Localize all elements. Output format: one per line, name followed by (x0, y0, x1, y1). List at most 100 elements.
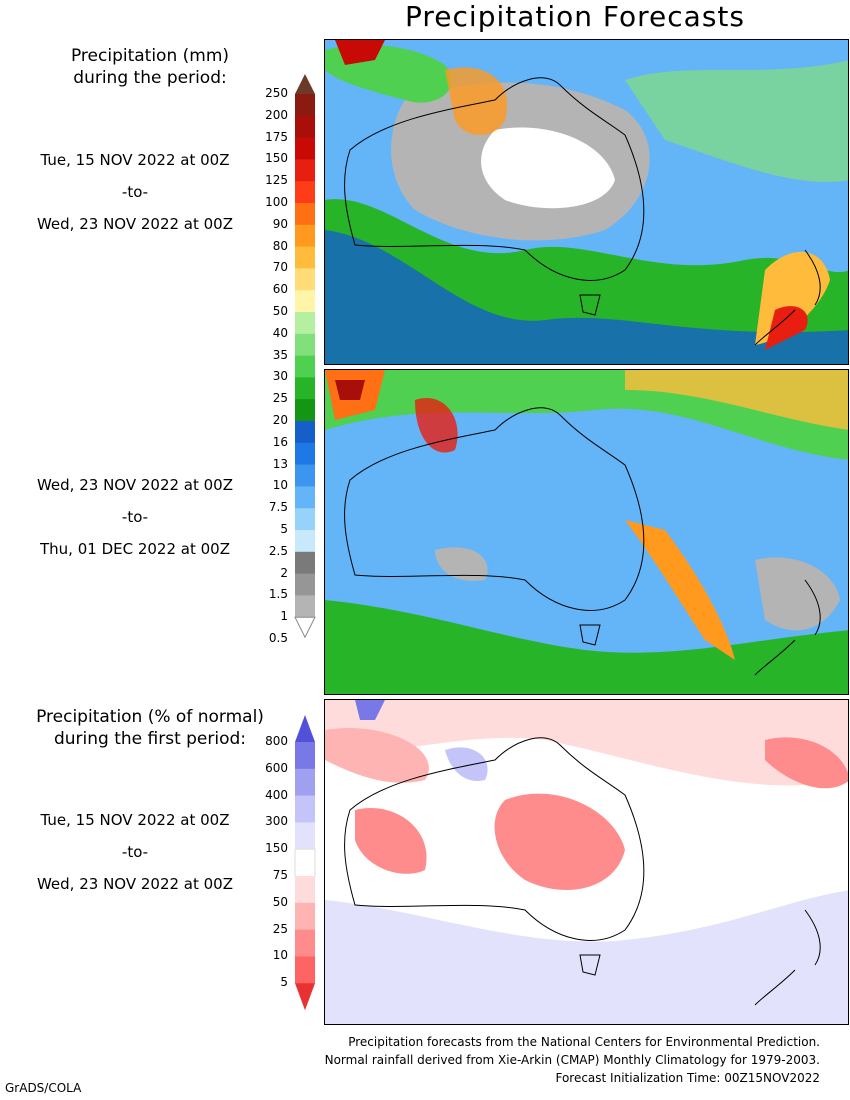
precip-colorbar-segment (295, 595, 315, 618)
footer: Precipitation forecasts from the Nationa… (325, 1033, 820, 1087)
precip-legend-title: Precipitation (mm) during the period: (40, 45, 260, 89)
pct-colorbar-tick: 10 (272, 948, 288, 963)
precip-colorbar-segment (295, 530, 315, 553)
period-2-end: Thu, 01 DEC 2022 at 00Z (40, 540, 230, 558)
precip-colorbar-bottom-arrow (294, 616, 316, 639)
precip-colorbar-tick: 50 (272, 304, 288, 318)
pct-colorbar-tick: 150 (265, 841, 288, 856)
precip-colorbar-tick: 90 (272, 216, 288, 231)
precip-colorbar-segment (295, 486, 315, 509)
pct-colorbar-tick: 600 (265, 760, 288, 775)
period-1-end: Wed, 23 NOV 2022 at 00Z (36, 215, 234, 233)
precip-colorbar-tick: 20 (272, 413, 288, 427)
pct-colorbar-segment (295, 876, 315, 904)
precip-colorbar-segment (295, 290, 315, 313)
period-1-start: Tue, 15 NOV 2022 at 00Z (40, 151, 230, 169)
period-1-to: -to- (121, 183, 149, 201)
footer-line-2: Normal rainfall derived from Xie-Arkin (… (324, 1053, 820, 1067)
pct-colorbar-segment (295, 822, 315, 850)
period-3-end: Wed, 23 NOV 2022 at 00Z (36, 875, 234, 893)
precip-colorbar-tick: 2.5 (268, 543, 288, 558)
pct-legend-title-line1: Precipitation (% of normal) (36, 707, 264, 727)
footer-line-3: Forecast Initialization Time: 00Z15NOV20… (555, 1071, 820, 1085)
pct-colorbar-bottom-arrow (295, 983, 315, 1011)
pct-colorbar-svg (294, 715, 316, 1011)
pct-colorbar-top-arrow (295, 715, 315, 742)
precip-colorbar-tick: 100 (265, 195, 288, 209)
precip-colorbar-top-arrow (295, 74, 315, 94)
precip-colorbar-tick: 0.5 (268, 631, 288, 645)
precip-colorbar-tick: 30 (272, 369, 288, 384)
precip-colorbar-segment (295, 355, 315, 378)
precip-colorbar-segment (295, 333, 315, 357)
precip-map-1-svg (325, 40, 848, 364)
precip-colorbar-segment (295, 551, 315, 575)
pct-colorbar-segment (295, 742, 315, 770)
precip-colorbar-segment (295, 442, 315, 466)
precip-colorbar-tick: 250 (265, 86, 288, 100)
pct-colorbar-segment (295, 768, 315, 797)
pct-colorbar-segment (294, 848, 316, 877)
pct-colorbar-tick: 75 (272, 868, 288, 882)
pct-colorbar-tick: 5 (280, 975, 288, 990)
precip-colorbar-tick: 5 (280, 522, 288, 536)
precip-colorbar-tick: 2 (280, 565, 288, 580)
precip-colorbar-tick: 125 (265, 173, 288, 188)
precip-colorbar-segment (295, 159, 315, 182)
precip-colorbar-segment (295, 399, 315, 422)
precip-colorbar-segment (295, 312, 315, 335)
period-2-to: -to- (121, 508, 149, 526)
pct-map-svg (325, 700, 848, 1024)
precip-colorbar-tick: 70 (272, 260, 288, 275)
precip-colorbar-segment (295, 137, 315, 160)
period-2-label: Wed, 23 NOV 2022 at 00Z -to- Thu, 01 DEC… (5, 469, 265, 565)
precip-colorbar-tick: 25 (272, 391, 288, 406)
period-1-label: Tue, 15 NOV 2022 at 00Z -to- Wed, 23 NOV… (5, 144, 265, 240)
pct-normal-map (324, 699, 849, 1025)
precip-colorbar-tick: 10 (272, 478, 288, 493)
precip-colorbar-segment (295, 421, 315, 444)
precip-colorbar-tick: 150 (265, 151, 288, 166)
pct-legend-title: Precipitation (% of normal) during the f… (10, 706, 290, 750)
precip-colorbar-tick: 1.5 (268, 587, 288, 602)
precip-colorbar-segment (295, 246, 315, 269)
precip-colorbar-segment (295, 115, 315, 139)
precip-colorbar-segment (295, 94, 315, 117)
precip-colorbar-tick: 60 (272, 282, 288, 297)
period-3-start: Tue, 15 NOV 2022 at 00Z (40, 811, 230, 829)
precip-colorbar-tick: 175 (265, 129, 288, 144)
precip-colorbar-svg (294, 74, 316, 639)
period-3-label: Tue, 15 NOV 2022 at 00Z -to- Wed, 23 NOV… (5, 804, 265, 900)
precip-colorbar-tick: 16 (272, 434, 288, 449)
precip-colorbar-tick: 35 (272, 347, 288, 362)
pct-colorbar-tick: 300 (265, 814, 288, 829)
pct-colorbar-segment (295, 956, 315, 984)
period-3-to: -to- (121, 843, 149, 861)
pct-colorbar-segment (295, 902, 315, 931)
precip-colorbar-segment (295, 203, 315, 226)
period-2-start: Wed, 23 NOV 2022 at 00Z (36, 476, 234, 494)
precip-colorbar-segment (295, 464, 315, 487)
pct-legend-title-line2: during the first period: (53, 729, 247, 749)
precip-colorbar-tick: 13 (272, 456, 288, 471)
pct-colorbar-segment (295, 929, 315, 957)
precip-colorbar-segment (295, 181, 315, 204)
precip-legend-title-line1: Precipitation (mm) (70, 46, 230, 66)
credit-label: GrADS/COLA (5, 1081, 82, 1095)
pct-colorbar-tick: 25 (272, 921, 288, 936)
precip-colorbar-tick: 7.5 (268, 500, 288, 515)
pct-colorbar-tick: 50 (272, 894, 288, 909)
precip-colorbar-tick: 80 (272, 238, 288, 253)
precip-colorbar-tick: 1 (280, 609, 288, 624)
pct-colorbar-tick: 800 (265, 734, 288, 748)
precip-colorbar-tick: 40 (272, 325, 288, 340)
precip-colorbar-segment (295, 508, 315, 531)
precip-colorbar-segment (295, 573, 315, 596)
precip-colorbar-segment (295, 224, 315, 248)
precip-legend-title-line2: during the period: (73, 68, 227, 88)
precip-colorbar-segment (295, 377, 315, 400)
pct-colorbar-segment (295, 795, 315, 823)
precip-map-2-svg (325, 370, 848, 694)
pct-colorbar-tick: 400 (265, 787, 288, 802)
precip-colorbar-tick: 200 (265, 107, 288, 122)
